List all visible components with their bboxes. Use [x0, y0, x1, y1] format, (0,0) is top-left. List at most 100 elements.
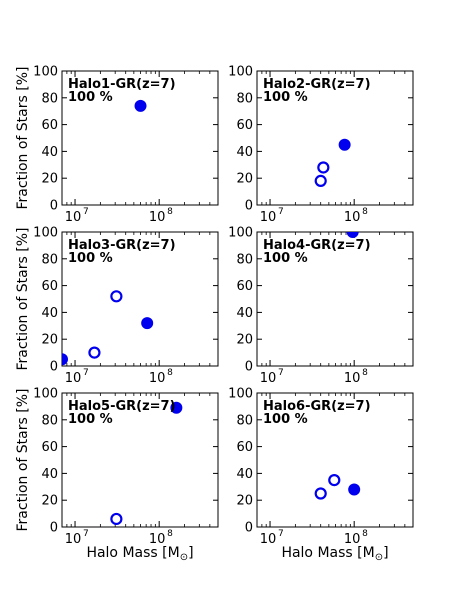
x-tick-exponent: 7: [83, 368, 89, 378]
y-tick-label: 0: [245, 521, 253, 536]
panel-subtitle: 100 %: [263, 90, 308, 105]
x-tick-exponent: 8: [362, 529, 368, 539]
y-tick-label: 0: [245, 360, 253, 375]
panel-subtitle: 100 %: [68, 251, 113, 266]
data-points: [314, 138, 351, 187]
y-tick-label: 100: [33, 387, 58, 402]
y-tick-label: 60: [236, 440, 253, 455]
y-tick-label: 80: [41, 91, 58, 106]
x-tick-exponent: 8: [167, 207, 173, 217]
y-tick-label: 60: [236, 279, 253, 294]
x-tick-exponent: 8: [362, 368, 368, 378]
x-tick-label: 10: [344, 371, 361, 386]
x-tick-label: 10: [260, 532, 277, 547]
y-tick-label: 80: [236, 413, 253, 428]
y-tick-label: 100: [228, 387, 253, 402]
y-tick-label: 20: [236, 172, 253, 187]
x-tick-label: 10: [65, 532, 82, 547]
y-axis-label: Fraction of Stars [%]: [15, 67, 31, 210]
y-tick-label: 40: [41, 145, 58, 160]
y-tick-label: 100: [33, 226, 58, 241]
point-open: [110, 512, 123, 526]
point-filled: [338, 138, 351, 151]
panel-subtitle: 100 %: [68, 412, 113, 427]
point-filled: [348, 483, 361, 496]
y-tick-label: 0: [50, 521, 58, 536]
x-tick-label: 10: [344, 210, 361, 225]
data-points: [314, 474, 361, 500]
point-open: [110, 290, 123, 303]
x-tick-label: 10: [260, 371, 277, 386]
y-tick-label: 20: [41, 172, 58, 187]
axes-frame: [256, 231, 414, 367]
y-tick-label: 80: [41, 413, 58, 428]
point-filled: [62, 353, 68, 366]
point-filled: [141, 317, 154, 330]
data-points: [62, 290, 154, 366]
x-tick-label: 10: [344, 532, 361, 547]
panel-title: Halo3-GR(z=7): [68, 238, 176, 253]
y-tick-label: 60: [41, 118, 58, 133]
x-tick-exponent: 7: [83, 207, 89, 217]
y-tick-label: 20: [236, 494, 253, 509]
point-filled: [134, 99, 147, 112]
panel-title: Halo5-GR(z=7): [68, 399, 176, 414]
axes-frame: [61, 392, 219, 528]
y-tick-label: 60: [41, 279, 58, 294]
y-tick-label: 80: [236, 91, 253, 106]
y-tick-label: 100: [33, 65, 58, 80]
x-tick-exponent: 8: [167, 368, 173, 378]
panel-title: Halo2-GR(z=7): [263, 77, 371, 92]
point-open: [314, 174, 327, 187]
point-open: [88, 346, 101, 359]
x-tick-exponent: 7: [83, 529, 89, 539]
axes-frame: [256, 70, 414, 206]
point-open: [314, 487, 327, 500]
point-filled: [346, 232, 359, 238]
panel-title: Halo6-GR(z=7): [263, 399, 371, 414]
y-tick-label: 20: [41, 333, 58, 348]
x-tick-exponent: 7: [278, 368, 284, 378]
x-axis-label: Halo Mass [M⊙]: [281, 545, 388, 563]
x-tick-label: 10: [65, 210, 82, 225]
x-tick-exponent: 8: [167, 529, 173, 539]
y-tick-label: 20: [236, 333, 253, 348]
y-tick-label: 60: [236, 118, 253, 133]
y-tick-label: 40: [41, 467, 58, 482]
y-tick-label: 0: [245, 199, 253, 214]
panel-subtitle: 100 %: [263, 412, 308, 427]
y-tick-label: 80: [41, 252, 58, 267]
y-tick-label: 40: [41, 306, 58, 321]
point-filled: [170, 401, 183, 414]
y-tick-label: 20: [41, 494, 58, 509]
x-tick-label: 10: [260, 210, 277, 225]
panel-subtitle: 100 %: [68, 90, 113, 105]
x-tick-label: 10: [149, 371, 166, 386]
y-tick-label: 60: [41, 440, 58, 455]
data-points: [346, 232, 359, 238]
x-tick-exponent: 7: [278, 207, 284, 217]
point-open: [328, 474, 341, 487]
point-open: [317, 161, 330, 174]
y-axis-label: Fraction of Stars [%]: [15, 389, 31, 532]
y-tick-label: 100: [228, 226, 253, 241]
y-tick-label: 40: [236, 306, 253, 321]
x-tick-label: 10: [65, 371, 82, 386]
data-points: [134, 99, 147, 112]
y-tick-label: 40: [236, 467, 253, 482]
x-tick-label: 10: [149, 210, 166, 225]
y-tick-label: 0: [50, 199, 58, 214]
y-tick-label: 0: [50, 360, 58, 375]
x-tick-label: 10: [149, 532, 166, 547]
data-points: [110, 401, 183, 526]
x-tick-exponent: 8: [362, 207, 368, 217]
y-tick-label: 100: [228, 65, 253, 80]
axes-frame: [61, 70, 219, 206]
